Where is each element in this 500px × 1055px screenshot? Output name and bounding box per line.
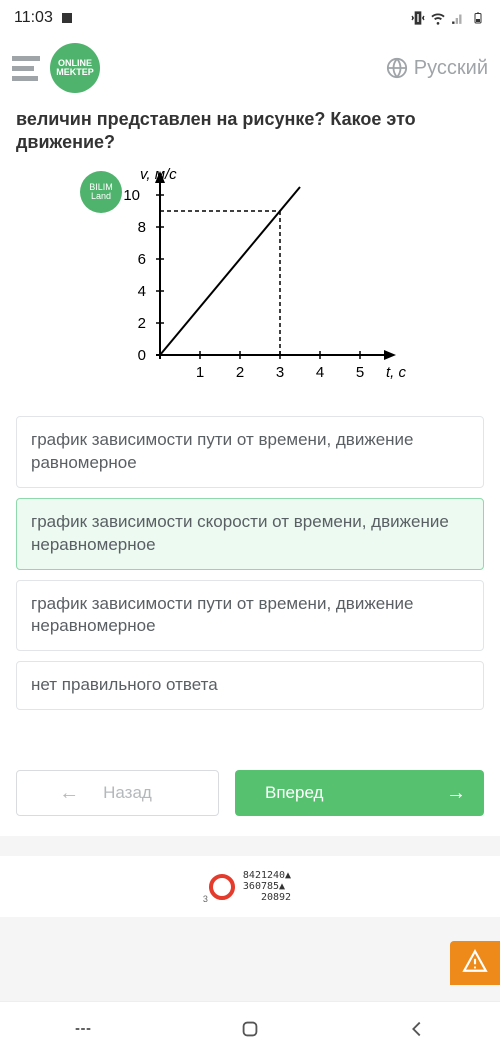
svg-text:2: 2	[236, 364, 244, 381]
menu-button[interactable]	[12, 56, 40, 81]
svg-text:10: 10	[123, 187, 140, 204]
ad-counter[interactable]: 3 8421240▲ 360785▲ 20892	[209, 870, 291, 903]
velocity-chart: 0 2 4 6 8 10 1 2 3 4 5 v, м/с t, с	[90, 165, 410, 395]
svg-text:1: 1	[196, 364, 204, 381]
signal-icon	[450, 10, 466, 26]
android-status-bar: 11:03	[0, 0, 500, 36]
nav-buttons: ← Назад Вперед →	[0, 730, 500, 836]
arrow-right-icon: →	[446, 782, 466, 805]
language-label: Русский	[414, 57, 488, 80]
option-2[interactable]: график зависимости скорости от времени, …	[16, 498, 484, 570]
option-3[interactable]: график зависимости пути от времени, движ…	[16, 580, 484, 652]
app-header: ONLINE MEKTEP Русский	[0, 36, 500, 100]
svg-text:8: 8	[138, 219, 146, 236]
language-selector[interactable]: Русский	[386, 57, 488, 80]
wifi-icon	[430, 10, 446, 26]
report-button[interactable]	[450, 941, 500, 985]
svg-text:2: 2	[138, 315, 146, 332]
globe-icon	[386, 57, 408, 79]
option-4[interactable]: нет правильного ответа	[16, 661, 484, 710]
next-label: Вперед	[265, 783, 323, 803]
option-1[interactable]: график зависимости пути от времени, движ…	[16, 416, 484, 488]
x-axis-label: t, с	[386, 364, 407, 381]
next-button[interactable]: Вперед →	[235, 770, 484, 816]
nav-recents[interactable]	[72, 1018, 94, 1040]
svg-text:3: 3	[276, 364, 284, 381]
question-panel: величин представлен на рисунке? Какое эт…	[0, 100, 500, 730]
status-right	[410, 10, 486, 26]
ad-circle-icon	[209, 874, 235, 900]
back-label: Назад	[103, 783, 152, 803]
ad-sub: 3	[203, 894, 208, 904]
chart-container: BILIM Land	[16, 165, 484, 400]
svg-text:0: 0	[138, 347, 146, 364]
status-time: 11:03	[14, 9, 53, 27]
nav-home[interactable]	[239, 1018, 261, 1040]
logo-text: ONLINE MEKTEP	[50, 59, 100, 77]
status-app-icon	[59, 10, 75, 26]
chart-badge: BILIM Land	[80, 171, 122, 213]
vibrate-icon	[410, 10, 426, 26]
svg-text:4: 4	[316, 364, 324, 381]
svg-text:5: 5	[356, 364, 364, 381]
svg-text:6: 6	[138, 251, 146, 268]
status-left: 11:03	[14, 9, 75, 27]
header-left: ONLINE MEKTEP	[12, 43, 100, 93]
ad-numbers: 8421240▲ 360785▲ 20892	[243, 870, 291, 903]
question-text: величин представлен на рисунке? Какое эт…	[16, 108, 484, 155]
nav-back[interactable]	[406, 1018, 428, 1040]
y-axis-label: v, м/с	[140, 166, 177, 183]
arrow-left-icon: ←	[59, 782, 79, 805]
battery-icon	[470, 10, 486, 26]
chart-box: BILIM Land	[90, 165, 410, 400]
svg-text:4: 4	[138, 283, 146, 300]
back-button[interactable]: ← Назад	[16, 770, 219, 816]
app-logo[interactable]: ONLINE MEKTEP	[50, 43, 100, 93]
footer-widget: 3 8421240▲ 360785▲ 20892	[0, 856, 500, 917]
warning-icon	[462, 948, 488, 979]
android-nav-bar	[0, 1001, 500, 1055]
answer-options: график зависимости пути от времени, движ…	[16, 416, 484, 711]
